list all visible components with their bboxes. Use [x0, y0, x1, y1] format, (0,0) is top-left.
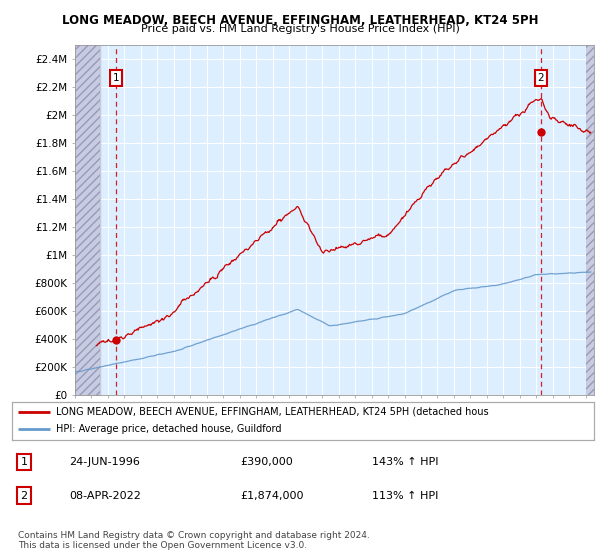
Bar — [586, 45, 594, 395]
Text: 08-APR-2022: 08-APR-2022 — [69, 491, 141, 501]
Text: Contains HM Land Registry data © Crown copyright and database right 2024.
This d: Contains HM Land Registry data © Crown c… — [18, 531, 370, 550]
Text: Price paid vs. HM Land Registry's House Price Index (HPI): Price paid vs. HM Land Registry's House … — [140, 24, 460, 34]
Text: LONG MEADOW, BEECH AVENUE, EFFINGHAM, LEATHERHEAD, KT24 5PH: LONG MEADOW, BEECH AVENUE, EFFINGHAM, LE… — [62, 14, 538, 27]
Text: £1,874,000: £1,874,000 — [240, 491, 304, 501]
Text: 1: 1 — [20, 457, 28, 467]
Text: 24-JUN-1996: 24-JUN-1996 — [69, 457, 140, 467]
Text: 113% ↑ HPI: 113% ↑ HPI — [372, 491, 439, 501]
Text: HPI: Average price, detached house, Guildford: HPI: Average price, detached house, Guil… — [56, 424, 281, 435]
Text: 2: 2 — [538, 73, 544, 83]
Text: 1: 1 — [112, 73, 119, 83]
Text: 2: 2 — [20, 491, 28, 501]
Bar — [75, 45, 100, 395]
Text: £390,000: £390,000 — [240, 457, 293, 467]
Text: LONG MEADOW, BEECH AVENUE, EFFINGHAM, LEATHERHEAD, KT24 5PH (detached hous: LONG MEADOW, BEECH AVENUE, EFFINGHAM, LE… — [56, 407, 488, 417]
Text: 143% ↑ HPI: 143% ↑ HPI — [372, 457, 439, 467]
